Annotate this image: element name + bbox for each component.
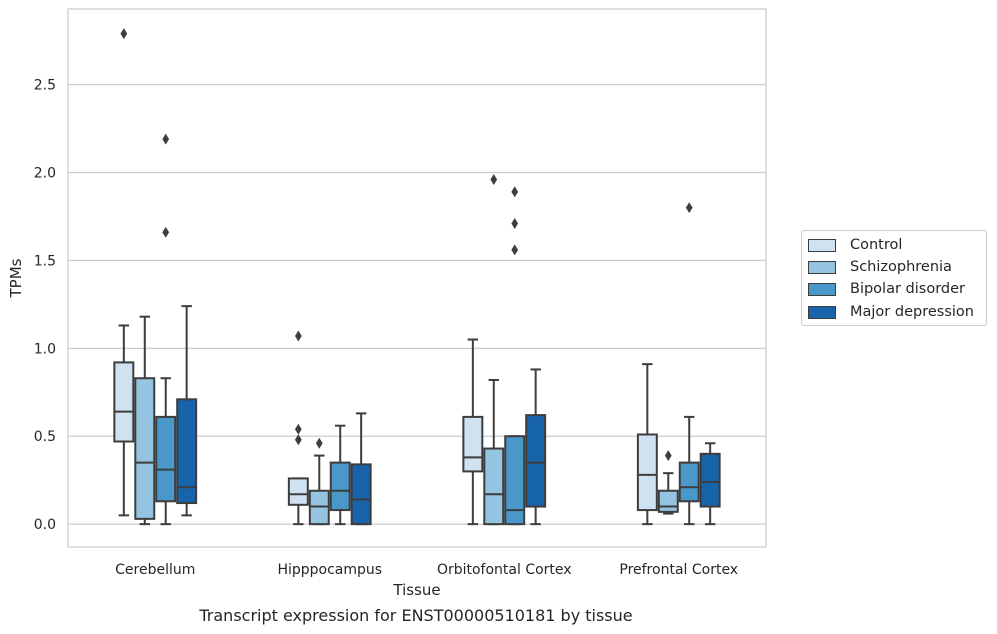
box-schizophrenia bbox=[657, 489, 679, 513]
outlier-control bbox=[120, 28, 128, 40]
legend-label-control: Control bbox=[850, 237, 903, 253]
box-control bbox=[636, 433, 658, 512]
legend-item-major-depression: Major depression bbox=[808, 302, 974, 322]
legend-swatch-major-depression bbox=[808, 305, 836, 319]
outlier-schizophrenia bbox=[664, 450, 672, 462]
outlier-bipolar-disorder bbox=[511, 218, 519, 229]
x-ticks: Cerebellum Hipppocampus Orbitofontal Corte… bbox=[115, 562, 738, 578]
outlier-bipolar-disorder bbox=[511, 186, 519, 198]
box-bipolar-disorder bbox=[504, 435, 526, 526]
legend-swatch-bipolar-disorder bbox=[808, 282, 836, 296]
boxes bbox=[113, 28, 721, 526]
outlier-bipolar-disorder bbox=[162, 226, 170, 238]
box-schizophrenia bbox=[134, 377, 156, 520]
box-major-depression bbox=[525, 414, 547, 508]
legend-item-schizophrenia: Schizophrenia bbox=[808, 257, 952, 277]
legend: Control Schizophrenia Bipolar disorder M… bbox=[801, 230, 987, 326]
plot-frame bbox=[67, 8, 767, 548]
legend-item-control: Control bbox=[808, 235, 902, 255]
outlier-schizophrenia bbox=[315, 437, 323, 449]
y-ticks: 0.0 0.5 1.0 1.5 2.0 2.5 bbox=[34, 78, 56, 534]
legend-swatch-control bbox=[808, 238, 836, 252]
outlier-bipolar-disorder bbox=[685, 202, 693, 214]
box-schizophrenia bbox=[483, 447, 505, 526]
x-tick-label: Hipppocampus bbox=[277, 562, 382, 578]
box-control bbox=[113, 361, 135, 443]
y-tick-label: 0.5 bbox=[34, 429, 56, 445]
box-major-depression bbox=[699, 452, 721, 508]
box-bipolar-disorder bbox=[329, 461, 351, 512]
outlier-control bbox=[294, 434, 302, 446]
box-major-depression bbox=[350, 463, 372, 526]
y-tick-label: 1.5 bbox=[34, 253, 56, 269]
y-axis-label: TPMs bbox=[7, 258, 25, 298]
y-tick-label: 1.0 bbox=[34, 341, 56, 357]
x-tick-label: Orbitofontal Cortex bbox=[437, 562, 572, 578]
legend-swatch-schizophrenia bbox=[808, 260, 836, 274]
legend-item-bipolar-disorder: Bipolar disorder bbox=[808, 279, 965, 299]
x-tick-label: Prefrontal Cortex bbox=[619, 562, 738, 578]
y-tick-label: 0.0 bbox=[34, 517, 56, 533]
outlier-control bbox=[294, 423, 302, 435]
outlier-bipolar-disorder bbox=[511, 244, 519, 256]
box-major-depression bbox=[176, 398, 198, 505]
outlier-schizophrenia bbox=[490, 174, 498, 186]
y-tick-label: 2.5 bbox=[34, 78, 56, 94]
outlier-control bbox=[294, 330, 302, 342]
legend-label-bipolar-disorder: Bipolar disorder bbox=[850, 281, 965, 297]
box-bipolar-disorder bbox=[678, 461, 700, 503]
x-tick-label: Cerebellum bbox=[115, 562, 195, 578]
chart-caption: Transcript expression for ENST0000051018… bbox=[199, 606, 633, 625]
outlier-bipolar-disorder bbox=[162, 133, 170, 145]
legend-label-major-depression: Major depression bbox=[850, 304, 974, 320]
legend-label-schizophrenia: Schizophrenia bbox=[850, 259, 952, 275]
y-tick-label: 2.0 bbox=[34, 166, 56, 182]
box-control bbox=[287, 477, 309, 506]
box-control bbox=[462, 415, 484, 473]
box-bipolar-disorder bbox=[155, 415, 177, 503]
x-axis-label: Tissue bbox=[392, 581, 440, 599]
